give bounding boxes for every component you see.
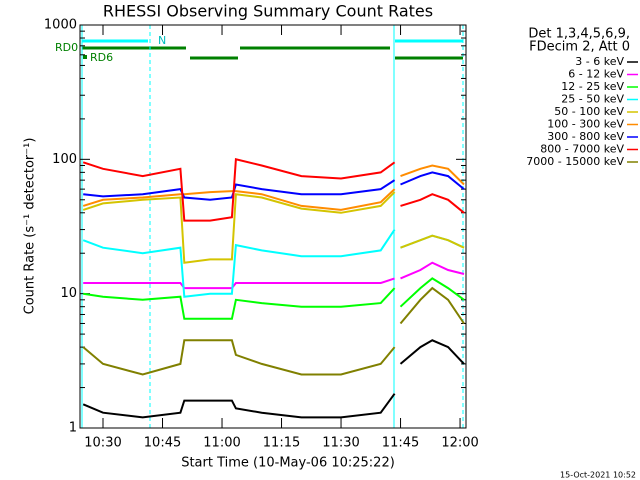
series-line — [82, 191, 465, 264]
chart-title: RHESSI Observing Summary Count Rates — [103, 2, 433, 21]
legend-label: 7000 - 15000 keV — [526, 155, 624, 168]
flag-label: RD6 — [90, 51, 113, 64]
y-axis-label: Count Rate (s⁻¹ detector⁻¹) — [23, 138, 38, 315]
legend-label: 25 - 50 keV — [561, 93, 624, 106]
legend-header: Det 1,3,4,5,6,9, — [528, 27, 630, 42]
y-tick-label: 1000 — [44, 18, 77, 33]
footer: 15-Oct-2021 10:52 — [560, 471, 636, 480]
flag-label: RD0 — [55, 41, 78, 54]
series-line — [82, 286, 465, 376]
y-tick-label: 1 — [69, 421, 77, 436]
legend-label: 3 - 6 keV — [575, 55, 624, 68]
y-tick-label: 100 — [52, 152, 77, 167]
legend-label: 50 - 100 keV — [554, 105, 624, 118]
x-tick-label: 11:15 — [263, 436, 300, 451]
legend-label: 6 - 12 keV — [568, 68, 624, 81]
flags: RD0 RD6 N — [55, 34, 463, 64]
x-tick-label: 11:00 — [203, 436, 240, 451]
x-tick-label: 11:45 — [382, 436, 419, 451]
legend-label: 800 - 7000 keV — [540, 143, 624, 156]
series-line — [83, 277, 465, 320]
legend-label: 12 - 25 keV — [561, 80, 624, 93]
x-tick-label: 10:45 — [144, 436, 181, 451]
x-tick-label: 10:30 — [84, 436, 121, 451]
plot-frame — [79, 24, 467, 429]
x-axis-label: Start Time (10-May-06 10:25:22) — [181, 456, 395, 471]
x-tick-label: 12:00 — [441, 436, 478, 451]
y-tick-label: 10 — [60, 286, 77, 301]
series-line — [82, 158, 465, 222]
x-tick-label: 11:30 — [322, 436, 359, 451]
legend-label: 100 - 300 keV — [547, 118, 624, 131]
series-line — [82, 339, 465, 419]
flag-label: N — [158, 34, 166, 47]
legend-header: FDecim 2, Att 0 — [529, 40, 630, 55]
flag-marker — [83, 55, 87, 59]
series-line — [82, 164, 465, 211]
series-line — [83, 171, 465, 201]
legend-label: 300 - 800 keV — [547, 130, 624, 143]
dividers — [81, 25, 464, 428]
